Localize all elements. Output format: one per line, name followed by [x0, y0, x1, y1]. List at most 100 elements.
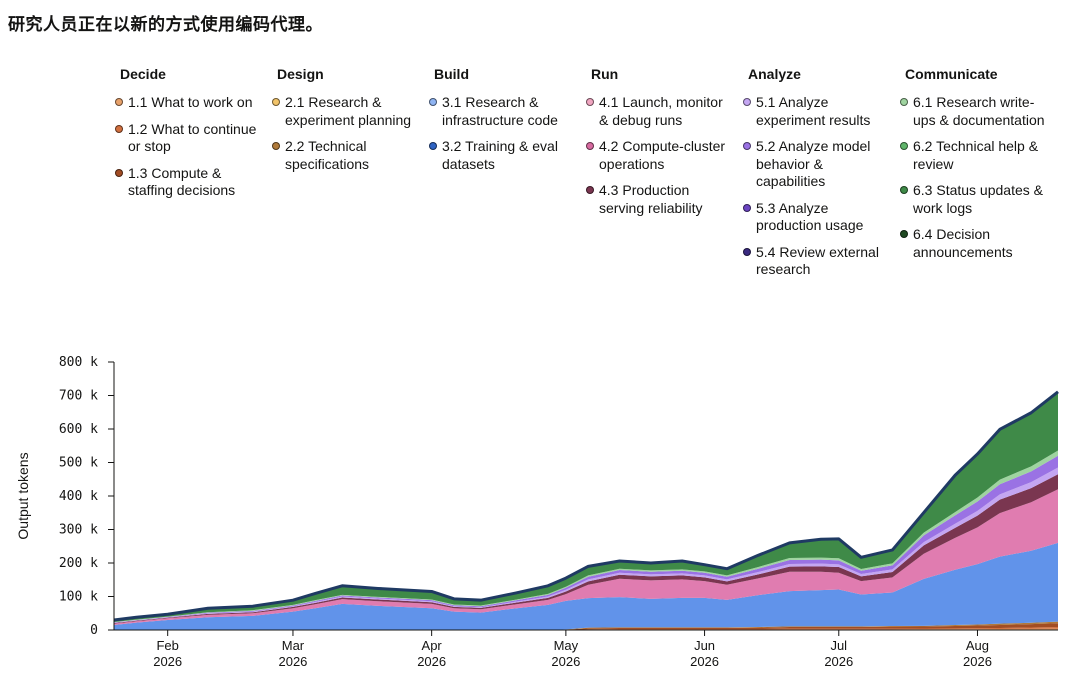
legend-heading: Communicate	[905, 66, 998, 82]
y-tick-label: 400 k	[59, 489, 98, 504]
y-tick-label: 0	[90, 623, 98, 638]
legend-swatch	[743, 203, 751, 212]
y-tick-label: 300 k	[59, 523, 98, 538]
legend-swatch	[115, 98, 123, 106]
area-series	[114, 542, 1058, 630]
legend-label: 4.3 Production serving reliability	[599, 182, 703, 216]
x-tick-year: 2026	[153, 654, 182, 669]
total-outline	[113, 390, 1059, 622]
legend-swatch	[900, 142, 908, 150]
legend-swatch	[743, 98, 751, 106]
area-series	[114, 626, 1058, 630]
x-tick-month: May	[554, 638, 579, 653]
legend-swatch	[272, 98, 280, 106]
area-series	[114, 623, 1058, 630]
legend-item: 4.3 Production serving reliability	[585, 182, 735, 217]
area-series	[114, 391, 1058, 622]
legend-swatch	[429, 98, 437, 106]
legend-heading: Build	[434, 66, 469, 82]
x-tick-year: 2026	[963, 654, 992, 669]
legend-item: 5.2 Analyze model behavior & capabilitie…	[742, 138, 892, 191]
x-tick-year: 2026	[551, 654, 580, 669]
legend-label: 4.2 Compute-cluster operations	[599, 138, 726, 172]
x-tick-year: 2026	[417, 654, 446, 669]
legend-swatch	[115, 168, 123, 177]
legend-column: Communicate 6.1 Research write-ups & docu…	[899, 66, 1049, 270]
legend-label: 1.1 What to work on	[128, 94, 253, 110]
x-tick-month: Mar	[282, 638, 305, 653]
legend-column: Decide 1.1 What to work on 1.2 What to con…	[114, 66, 264, 209]
legend-label: 5.2 Analyze model behavior & capabilitie…	[756, 138, 871, 189]
x-tick-year: 2026	[690, 654, 719, 669]
legend-item: 5.4 Review external research	[742, 244, 892, 279]
legend-swatch	[743, 142, 751, 150]
legend-label: 5.4 Review external research	[756, 243, 879, 278]
legend-item: 2.1 Research & experiment planning	[271, 94, 421, 129]
legend-label: 3.2 Training & eval datasets	[442, 138, 558, 172]
legend-label: 1.3 Compute & staffing decisions	[128, 164, 236, 199]
legend-item: 3.1 Research & infrastructure code	[428, 94, 578, 129]
legend-item: 1.2 What to continue or stop	[114, 121, 264, 156]
legend-heading: Design	[277, 66, 324, 82]
legend-heading: Decide	[120, 66, 166, 82]
legend-item: 5.3 Analyze production usage	[742, 200, 892, 235]
legend-swatch	[743, 247, 751, 256]
legend-heading: Run	[591, 66, 619, 82]
legend-label: 1.2 What to continue or stop	[128, 120, 257, 155]
legend-item: 6.4 Decision announcements	[899, 226, 1049, 261]
legend-column: Analyze 5.1 Analyze experiment results 5.2…	[742, 66, 892, 288]
legend-label: 6.4 Decision announcements	[913, 226, 1013, 260]
legend-item: 4.1 Launch, monitor & debug runs	[585, 94, 735, 129]
legend-item: 6.1 Research write-ups & documentation	[899, 94, 1049, 129]
legend-label: 2.2 Technical specifications	[285, 138, 370, 172]
legend-swatch	[900, 186, 908, 194]
legend-heading: Analyze	[748, 66, 801, 82]
legend-swatch	[272, 142, 280, 150]
y-tick-label: 700 k	[59, 389, 98, 404]
x-tick-month: Jul	[830, 638, 847, 653]
legend-swatch	[115, 124, 123, 133]
chart-legend: Decide 1.1 What to work on 1.2 What to con…	[114, 66, 1074, 346]
legend-column: Design 2.1 Research & experiment planning…	[271, 66, 421, 182]
area-series	[114, 489, 1058, 625]
legend-item: 2.2 Technical specifications	[271, 138, 421, 173]
x-tick-month: Feb	[156, 638, 178, 653]
area-series	[114, 621, 1058, 630]
legend-label: 6.3 Status updates & work logs	[913, 182, 1043, 216]
y-tick-label: 200 k	[59, 556, 98, 571]
page-title: 研究人员正在以新的方式使用编码代理。	[8, 15, 323, 35]
legend-swatch	[900, 230, 908, 238]
x-tick-year: 2026	[278, 654, 307, 669]
x-tick-month: Jun	[694, 638, 715, 653]
legend-item: 5.1 Analyze experiment results	[742, 94, 892, 129]
legend-label: 2.1 Research & experiment planning	[285, 94, 412, 128]
legend-swatch	[586, 98, 594, 106]
legend-item: 6.3 Status updates & work logs	[899, 182, 1049, 217]
y-tick-label: 600 k	[59, 422, 98, 437]
legend-label: 6.1 Research write-ups & documentation	[913, 94, 1045, 128]
legend-label: 6.2 Technical help & review	[913, 138, 1039, 172]
y-tick-label: 800 k	[59, 355, 98, 370]
legend-item: 1.3 Compute & staffing decisions	[114, 165, 264, 200]
legend-label: 4.1 Launch, monitor & debug runs	[599, 94, 723, 128]
y-tick-label: 500 k	[59, 456, 98, 471]
legend-swatch	[900, 98, 908, 106]
legend-item: 4.2 Compute-cluster operations	[585, 138, 735, 173]
x-tick-month: Apr	[422, 638, 443, 653]
x-tick-month: Aug	[966, 638, 989, 653]
legend-swatch	[586, 142, 594, 150]
legend-swatch	[429, 142, 437, 150]
legend-label: 5.1 Analyze experiment results	[756, 94, 871, 128]
stacked-area-chart: 0 100 k 200 k 300 k 400 k 500 k 600 k 700 k 800 …	[15, 355, 1059, 669]
legend-column: Build 3.1 Research & infrastructure code 3…	[428, 66, 578, 182]
legend-column: Run 4.1 Launch, monitor & debug runs 4.2 C…	[585, 66, 735, 226]
legend-item: 6.2 Technical help & review	[899, 138, 1049, 173]
y-tick-label: 100 k	[59, 590, 98, 605]
legend-label: 5.3 Analyze production usage	[756, 199, 864, 234]
legend-item: 3.2 Training & eval datasets	[428, 138, 578, 173]
legend-swatch	[586, 186, 594, 194]
legend-label: 3.1 Research & infrastructure code	[442, 94, 558, 128]
y-axis-title: Output tokens	[15, 452, 31, 539]
legend-item: 1.1 What to work on	[114, 94, 264, 112]
x-tick-year: 2026	[824, 654, 853, 669]
